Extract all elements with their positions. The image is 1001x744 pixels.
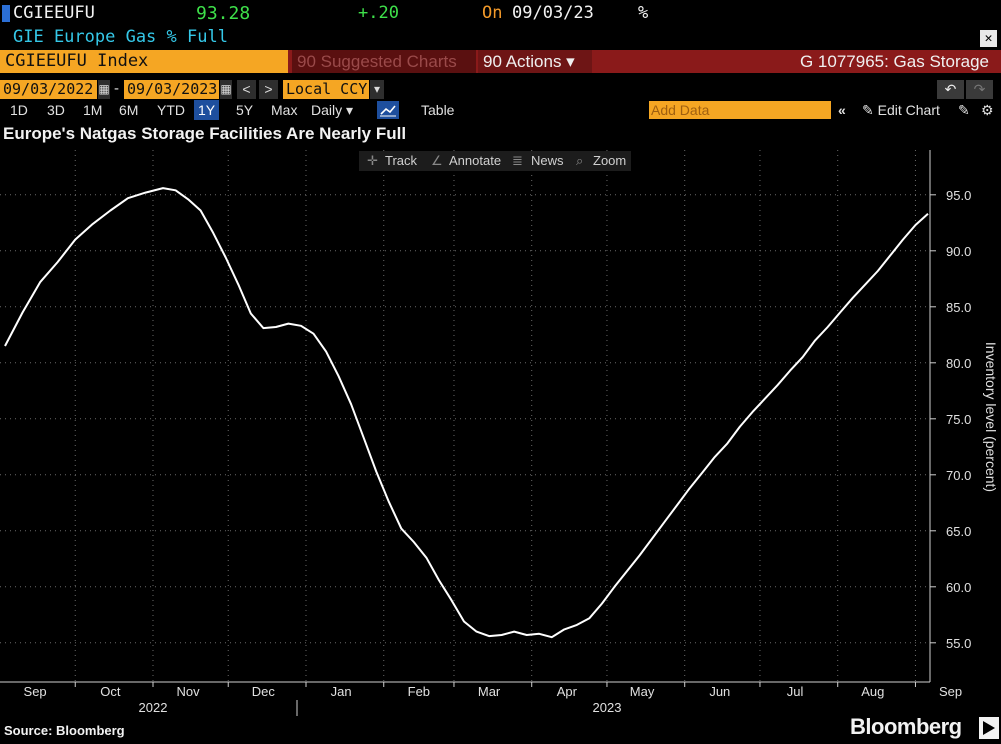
range-bar: 1D 3D 1M 6M YTD 1Y 5Y Max Daily ▾ Table …: [0, 100, 1001, 120]
range-button-3d[interactable]: 3D: [47, 102, 65, 118]
year-label: 2022: [139, 700, 168, 715]
security-index-field[interactable]: CGIEEUFU Index: [0, 50, 288, 73]
undo-icon[interactable]: ↶: [937, 80, 964, 99]
range-button-ytd[interactable]: YTD: [157, 102, 185, 118]
x-tick-label: May: [630, 684, 655, 699]
date-range-bar: 09/03/2022 ▦ - 09/03/2023 ▦ < > Local CC…: [0, 80, 1001, 100]
chart-title: Europe's Natgas Storage Facilities Are N…: [3, 124, 407, 143]
x-tick-label: Aug: [861, 684, 884, 699]
graph-title: G 1077965: Gas Storage: [799, 52, 989, 71]
y-tick-label: 55.0: [946, 636, 971, 651]
crosshair-icon[interactable]: ✛: [367, 153, 378, 168]
calendar-icon[interactable]: ▦: [98, 80, 110, 99]
command-bar: CGIEEUFU Index 90 Suggested Charts 90 Ac…: [0, 50, 1001, 73]
add-data-input[interactable]: Add Data: [649, 101, 831, 119]
edit-icon[interactable]: ✎: [958, 102, 970, 118]
ticker-symbol[interactable]: CGIEEUFU: [13, 3, 95, 23]
y-tick-label: 70.0: [946, 468, 971, 483]
ticker-color-marker: [2, 5, 10, 22]
last-price: 93.28: [196, 3, 251, 24]
x-tick-label: Jul: [787, 684, 804, 699]
line-chart-icon[interactable]: [377, 101, 399, 119]
security-description: GIE Europe Gas % Full: [13, 27, 228, 47]
end-date-input[interactable]: 09/03/2023: [124, 80, 219, 99]
y-tick-label: 95.0: [946, 188, 971, 203]
track-button[interactable]: Track: [385, 153, 418, 168]
y-tick-label: 85.0: [946, 300, 971, 315]
series-line: [4, 187, 929, 639]
on-label: On: [482, 3, 503, 23]
x-tick-label: Oct: [100, 684, 121, 699]
y-tick-label: 65.0: [946, 524, 971, 539]
range-button-5y[interactable]: 5Y: [236, 102, 254, 118]
x-tick-label: Dec: [252, 684, 276, 699]
collapse-icon[interactable]: «: [838, 102, 846, 118]
source-note: Source: Bloomberg: [4, 723, 125, 738]
range-button-1m[interactable]: 1M: [83, 102, 103, 118]
x-tick-label: Sep: [24, 684, 47, 699]
quote-header: CGIEEUFU 93.28 +.20 On 09/03/23 % ✕: [0, 0, 1001, 47]
range-button-max[interactable]: Max: [271, 102, 298, 118]
actions-menu[interactable]: 90 Actions ▾: [478, 50, 592, 73]
brand-logo: Bloomberg: [850, 714, 962, 739]
date-separator: -: [114, 80, 119, 97]
zoom-icon[interactable]: ⌕: [576, 153, 584, 168]
table-view-button[interactable]: Table: [421, 102, 455, 118]
range-button-1d[interactable]: 1D: [10, 102, 28, 118]
x-tick-label: Mar: [478, 684, 501, 699]
price-change: +.20: [358, 3, 399, 23]
year-label: 2023: [593, 700, 622, 715]
suggested-charts-menu[interactable]: 90 Suggested Charts: [292, 50, 476, 73]
y-tick-label: 75.0: [946, 412, 971, 427]
chevron-down-icon[interactable]: ▾: [370, 80, 384, 99]
x-axis: Sep Oct Nov Dec Jan Feb Mar Apr May Jun Jul Aug Sep 2…: [0, 681, 962, 716]
x-tick-label: Feb: [408, 684, 430, 699]
y-tick-label: 90.0: [946, 244, 971, 259]
brand-mark-icon: [979, 717, 999, 739]
y-tick-label: 60.0: [946, 580, 971, 595]
chart-tools: ✛ Track ∠ Annotate ≣ News ⌕ Zoom: [359, 151, 631, 171]
settings-icon[interactable]: ⚙: [981, 102, 994, 118]
y-tick-label: 80.0: [946, 356, 971, 371]
annotate-button[interactable]: Annotate: [449, 153, 502, 168]
annotate-icon[interactable]: ∠: [431, 153, 443, 168]
start-date-input[interactable]: 09/03/2022: [0, 80, 97, 99]
quote-date: 09/03/23: [512, 3, 594, 23]
zoom-button[interactable]: Zoom: [593, 153, 627, 168]
previous-period-button[interactable]: <: [237, 80, 256, 99]
news-button[interactable]: News: [531, 153, 564, 168]
redo-icon[interactable]: ↷: [966, 80, 993, 99]
next-period-button[interactable]: >: [259, 80, 278, 99]
currency-select[interactable]: Local CCY: [283, 80, 369, 99]
news-icon[interactable]: ≣: [512, 153, 523, 168]
close-icon[interactable]: ✕: [980, 30, 997, 47]
frequency-select[interactable]: Daily ▾: [311, 102, 354, 118]
range-button-1y[interactable]: 1Y: [194, 100, 220, 120]
edit-chart-button[interactable]: ✎ Edit Chart: [862, 102, 940, 118]
x-tick-label: Jan: [331, 684, 352, 699]
range-button-6m[interactable]: 6M: [119, 102, 139, 118]
x-tick-label: Jun: [709, 684, 730, 699]
y-axis-label: Inventory level (percent): [983, 342, 999, 492]
chart-grid: [0, 150, 930, 682]
x-tick-label: Apr: [557, 684, 578, 699]
x-tick-label: Nov: [177, 684, 201, 699]
calendar-icon[interactable]: ▦: [220, 80, 232, 99]
unit-symbol: %: [638, 3, 649, 23]
y-axis: 55.0 60.0 65.0 70.0 75.0 80.0 85.0 90.0 95.0: [929, 150, 971, 682]
x-tick-label: Sep: [939, 684, 962, 699]
